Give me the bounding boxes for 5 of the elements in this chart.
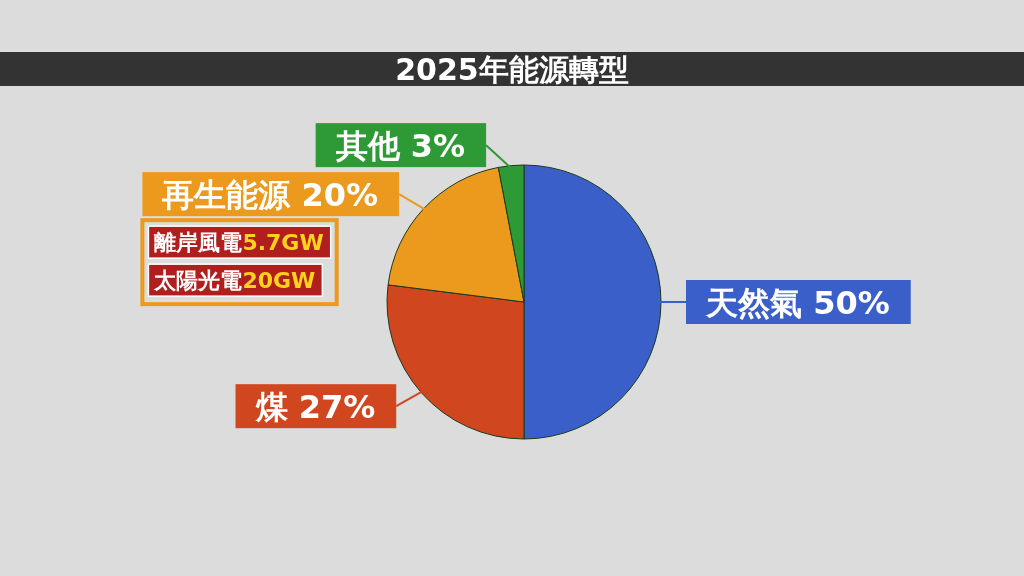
slice-label: 天然氣 50% [705, 284, 890, 322]
slice-label: 其他 3% [334, 127, 466, 166]
title: 2025年能源轉型 [395, 52, 629, 87]
slice-label: 再生能源 20% [161, 176, 379, 215]
slice-label: 煤 27% [254, 388, 376, 427]
